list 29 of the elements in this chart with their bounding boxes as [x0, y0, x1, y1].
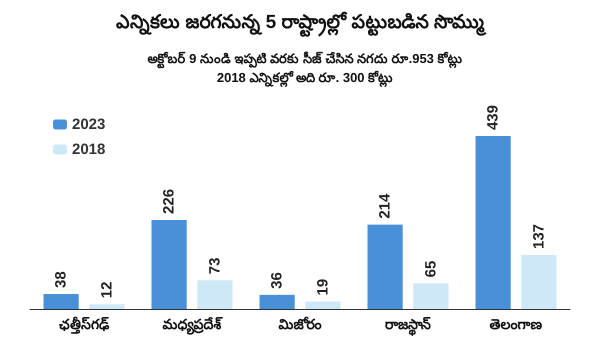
bar — [89, 304, 124, 309]
x-tick-label: మధ్యప్రదేశ్ — [162, 316, 224, 335]
data-label: 214 — [376, 193, 394, 219]
data-label: 19 — [314, 278, 332, 296]
data-label: 65 — [422, 260, 440, 278]
bar — [413, 283, 448, 309]
data-label: 73 — [206, 258, 224, 274]
data-label: 12 — [98, 282, 116, 298]
chart-title: ఎన్నికలు జరగనున్న 5 రాష్ట్రాల్లో పట్టుబడిన సొమ్ము — [116, 11, 487, 37]
bar — [44, 294, 79, 309]
legend-label: 2023 — [72, 116, 106, 133]
bar — [260, 294, 295, 309]
data-label: 439 — [484, 105, 502, 130]
data-label: 36 — [268, 272, 286, 289]
bar — [521, 255, 556, 309]
bar — [368, 224, 403, 309]
bar — [197, 280, 232, 309]
x-tick-label: రాజస్థాన్ — [385, 316, 431, 336]
chart-subtitle: అక్టోబర్ 9 నుండి ఇప్పటి వరకు సీజ్ చేసిన నగదు రూ.953 కోట్లు 2018 ఎన్నికల్లో అది రూ. 300 కోట్లు — [147, 51, 463, 88]
data-label: 38 — [52, 271, 70, 288]
legend-label: 2018 — [72, 141, 106, 158]
bar — [305, 302, 340, 309]
bar — [476, 136, 511, 309]
x-tick-label: తెలంగాణ — [490, 316, 542, 332]
x-tick-label: మిజోరం — [278, 316, 322, 332]
data-label: 226 — [160, 188, 178, 214]
x-tick-label: ఛత్తీస్‌గఢ్ — [59, 316, 110, 334]
bar — [152, 220, 187, 309]
data-label: 137 — [530, 224, 548, 250]
